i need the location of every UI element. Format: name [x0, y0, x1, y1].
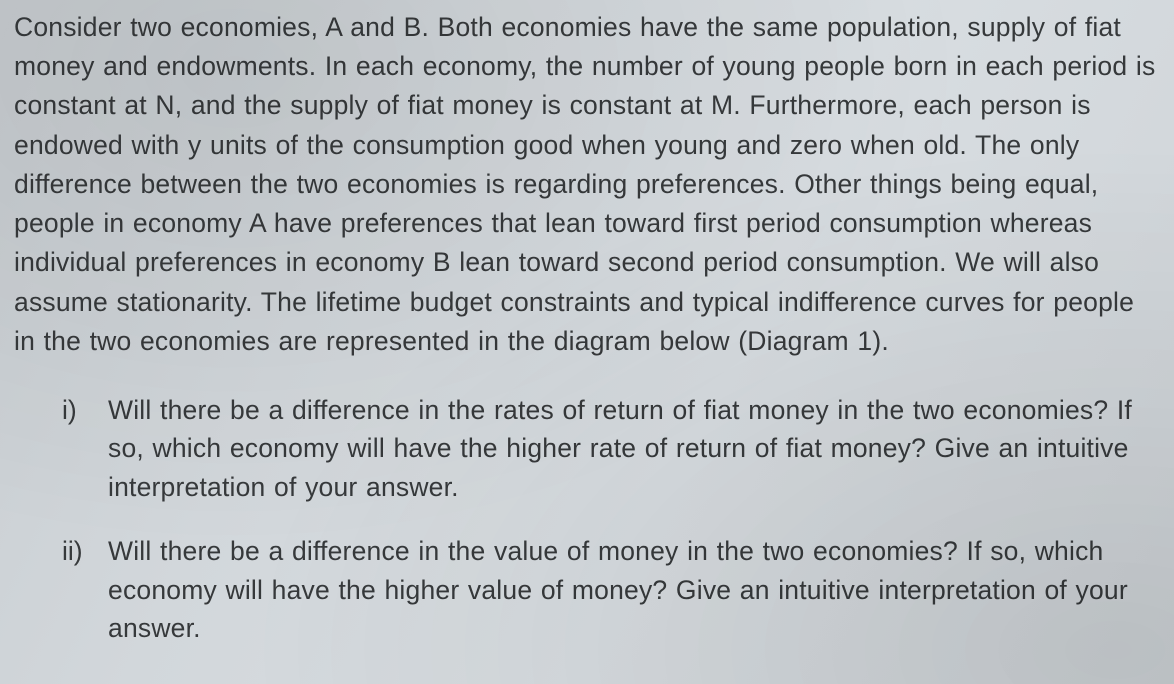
question-item: i) Will there be a difference in the rat…	[62, 391, 1160, 506]
question-text: Will there be a difference in the rates …	[108, 391, 1160, 506]
question-label: ii)	[62, 532, 108, 570]
intro-paragraph: Consider two economies, A and B. Both ec…	[14, 8, 1160, 361]
question-list: i) Will there be a difference in the rat…	[14, 391, 1160, 648]
question-text: Will there be a difference in the value …	[108, 532, 1160, 647]
question-label: i)	[62, 391, 108, 429]
question-item: ii) Will there be a difference in the va…	[62, 532, 1160, 647]
